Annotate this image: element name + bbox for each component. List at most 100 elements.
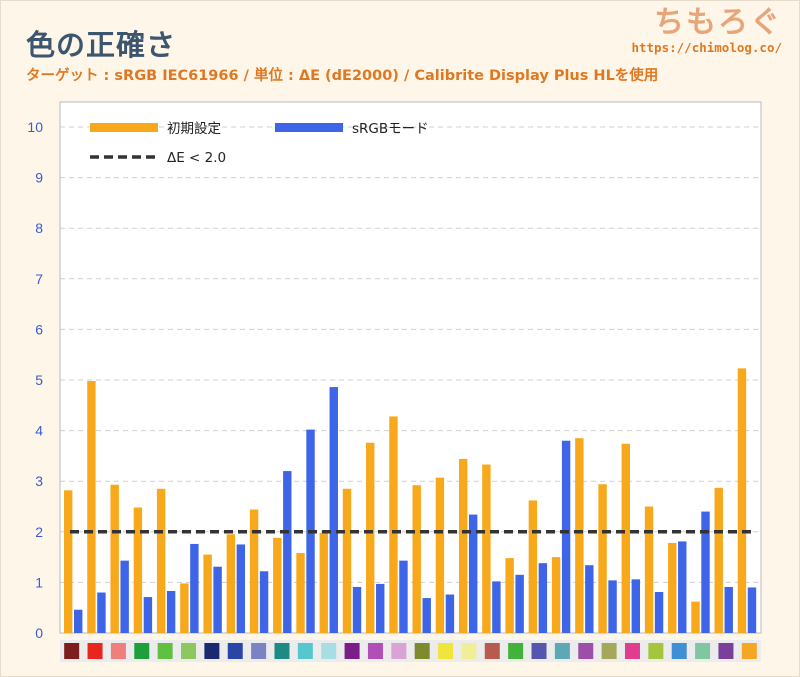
y-tick-label: 6 — [35, 321, 43, 337]
bar-srgb — [678, 541, 687, 633]
y-tick-label: 7 — [35, 271, 43, 287]
bar-srgb — [166, 591, 176, 633]
bar-default — [621, 443, 630, 633]
bar-default — [505, 558, 514, 633]
y-tick-label: 10 — [27, 119, 43, 135]
bar-srgb — [585, 565, 594, 633]
y-tick-label: 0 — [35, 625, 43, 641]
legend-label-default: 初期設定 — [167, 120, 221, 137]
color-patch — [367, 643, 383, 659]
legend-swatch-srgb — [275, 123, 343, 132]
bar-default — [389, 416, 398, 633]
y-tick-label: 9 — [35, 170, 43, 186]
bar-default — [226, 534, 236, 633]
bar-srgb — [445, 594, 455, 633]
bar-default — [64, 490, 73, 633]
y-tick-label: 2 — [35, 524, 43, 540]
color-patch — [297, 643, 313, 659]
bar-default — [598, 484, 607, 633]
bar-srgb — [376, 583, 385, 633]
color-patch — [274, 643, 290, 659]
legend-swatch-default — [90, 123, 158, 132]
bar-srgb — [701, 511, 710, 633]
bar-srgb — [724, 586, 733, 633]
legend-label-threshold: ΔE < 2.0 — [167, 150, 226, 166]
y-tick-label: 3 — [35, 473, 43, 489]
bar-default — [319, 532, 328, 633]
bar-default — [110, 484, 119, 633]
color-patch — [391, 643, 407, 659]
bar-srgb — [538, 563, 548, 633]
bar-default — [412, 485, 421, 633]
bar-default — [366, 442, 375, 633]
bar-srgb — [515, 574, 524, 633]
bar-default — [737, 368, 747, 633]
bar-srgb — [74, 609, 83, 633]
bar-srgb — [468, 514, 478, 633]
color-patch — [157, 643, 173, 659]
color-patch — [741, 643, 757, 659]
bar-srgb — [654, 592, 664, 633]
bar-srgb — [283, 471, 292, 633]
y-tick-label: 8 — [35, 220, 43, 236]
bar-default — [551, 557, 561, 633]
brand-url[interactable]: https://chimolog.co/ — [631, 40, 782, 55]
bar-default — [575, 438, 584, 633]
bar-default — [644, 506, 654, 633]
color-patch — [461, 643, 477, 659]
bar-default — [180, 583, 189, 633]
color-patch — [204, 643, 220, 659]
bar-srgb — [561, 440, 571, 633]
bar-srgb — [422, 598, 431, 633]
bar-default — [691, 601, 700, 633]
color-patch — [671, 643, 687, 659]
color-patch — [438, 643, 454, 659]
brand: ちもろぐ https://chimolog.co/ — [631, 6, 782, 56]
color-patch — [227, 643, 243, 659]
bar-default — [342, 488, 352, 633]
chart-title: 色の正確さ — [26, 28, 177, 62]
bar-default — [273, 537, 282, 633]
bar-srgb — [492, 581, 501, 633]
bar-srgb — [608, 580, 617, 633]
color-patch — [554, 643, 570, 659]
bar-srgb — [631, 579, 640, 633]
color-patch — [718, 643, 734, 659]
bar-default — [458, 458, 468, 633]
color-patch — [87, 643, 103, 659]
bar-srgb — [352, 586, 362, 633]
bar-srgb — [120, 560, 129, 633]
plot-area — [59, 101, 762, 634]
bar-default — [528, 500, 538, 633]
bar-srgb — [236, 544, 246, 633]
y-tick-label: 5 — [35, 372, 43, 388]
bar-default — [133, 507, 143, 633]
chart-subtitle: ターゲット : sRGB IEC61966 / 単位 : ΔE (dE2000)… — [26, 68, 659, 84]
color-patch — [601, 643, 617, 659]
y-tick-label: 4 — [35, 423, 43, 439]
color-patch — [321, 643, 337, 659]
bar-srgb — [747, 587, 757, 633]
bar-default — [296, 553, 305, 633]
color-patch — [648, 643, 664, 659]
y-tick-label: 1 — [35, 574, 43, 590]
legend-label-srgb: sRGBモード — [352, 121, 429, 137]
bar-default — [203, 554, 212, 633]
bar-default — [668, 542, 677, 633]
bar-srgb — [329, 387, 338, 633]
color-patch — [484, 643, 500, 659]
color-patch — [181, 643, 197, 659]
y-axis-ticks: 0 1 2 3 4 5 6 7 8 9 10 — [27, 119, 43, 641]
color-patch — [110, 643, 126, 659]
bar-srgb — [399, 560, 408, 633]
bar-srgb — [190, 543, 199, 633]
bar-srgb — [97, 592, 106, 633]
color-patch — [414, 643, 430, 659]
bar-default — [156, 488, 166, 633]
bar-default — [87, 381, 96, 633]
color-patch — [508, 643, 524, 659]
brand-logo: ちもろぐ — [654, 5, 782, 40]
color-patch — [251, 643, 267, 659]
bar-default — [482, 464, 491, 633]
